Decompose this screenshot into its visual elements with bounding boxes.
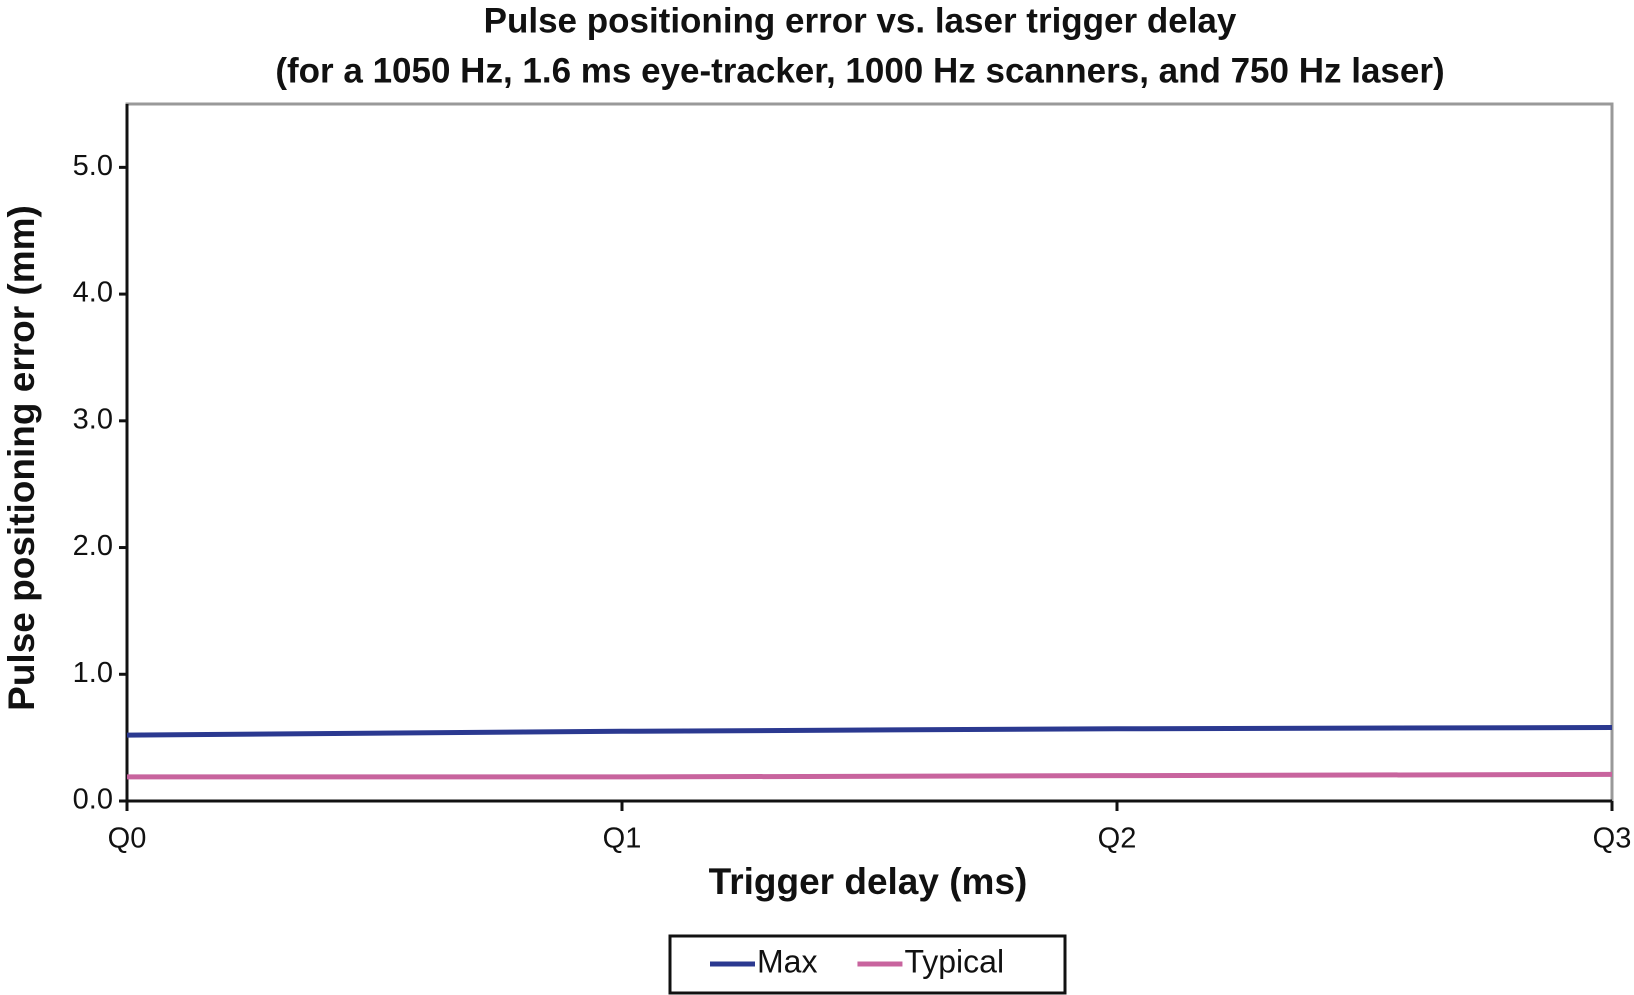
y-tick-label: 0.0 bbox=[73, 784, 113, 816]
y-tick-label: 3.0 bbox=[73, 403, 113, 435]
x-tick-label: Q0 bbox=[108, 823, 147, 855]
plot-frame bbox=[125, 102, 1614, 803]
y-axis-title: Pulse positioning error (mm) bbox=[1, 205, 42, 711]
line-series bbox=[126, 724, 1613, 738]
x-axis-title: Trigger delay (ms) bbox=[709, 861, 1028, 902]
x-tick-label: Q2 bbox=[1098, 823, 1137, 855]
line-series bbox=[127, 771, 1613, 780]
legend-label: Typical bbox=[904, 943, 1004, 979]
chart-title: Pulse positioning error vs. laser trigge… bbox=[484, 1, 1237, 40]
y-tick-label: 5.0 bbox=[73, 150, 113, 182]
chart-subtitle: (for a 1050 Hz, 1.6 ms eye-tracker, 1000… bbox=[275, 51, 1444, 90]
legend-label: Max bbox=[757, 943, 817, 979]
x-tick-label: Q1 bbox=[603, 823, 642, 855]
y-tick-label: 1.0 bbox=[73, 657, 113, 689]
x-tick-label: Q3 bbox=[1593, 823, 1632, 855]
y-tick-label: 4.0 bbox=[73, 277, 113, 309]
y-tick-label: 2.0 bbox=[73, 530, 113, 562]
